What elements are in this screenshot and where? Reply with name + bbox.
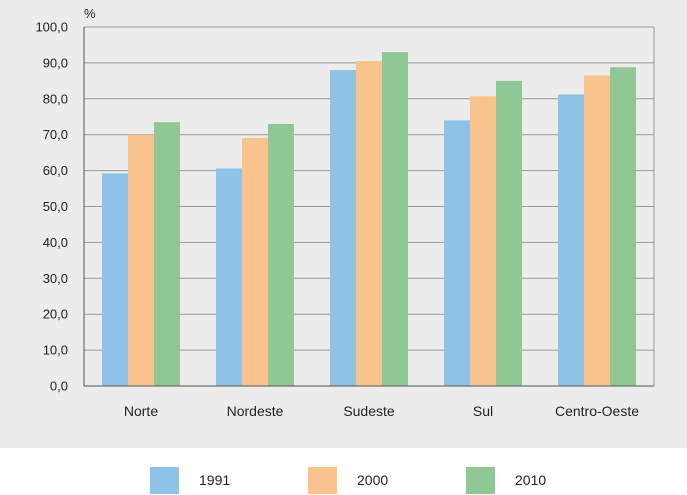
x-category-label: Sudeste — [343, 403, 395, 419]
legend-swatch — [308, 466, 337, 494]
bar-2000-centro-oeste — [584, 75, 610, 386]
bar-2010-norte — [154, 122, 180, 386]
chart-panel: 0,0 10,0 20,0 30,0 40,0 50,0 60,0 70,0 80,0 90,0 1… — [0, 0, 687, 448]
y-tick-label: 70,0 — [43, 127, 68, 142]
bar-2010-centro-oeste — [610, 67, 636, 386]
x-category-label: Norte — [124, 403, 158, 419]
y-tick-label: 60,0 — [43, 163, 68, 178]
legend-label: 1991 — [199, 472, 231, 488]
bar-1991-sul — [444, 120, 470, 386]
legend-item-1991: 1991 — [150, 465, 230, 495]
x-category-label: Sul — [473, 403, 493, 419]
legend-swatch — [466, 466, 495, 494]
bar-1991-nordeste — [216, 168, 242, 386]
legend-label: 2000 — [357, 472, 389, 488]
y-tick-label: 30,0 — [43, 271, 68, 286]
y-tick-label: 20,0 — [43, 307, 68, 322]
bar-1991-norte — [102, 173, 128, 386]
bar-2010-sul — [496, 80, 522, 386]
legend-item-2000: 2000 — [308, 465, 388, 495]
bar-2000-sul — [470, 96, 496, 387]
bar-2010-nordeste — [268, 123, 294, 387]
y-tick-label: 40,0 — [43, 235, 68, 250]
y-tick-label: 100,0 — [35, 20, 68, 35]
bar-2010-sudeste — [382, 52, 408, 386]
legend-swatch — [150, 466, 179, 494]
y-tick-label: 0,0 — [50, 379, 68, 394]
bar-2000-nordeste — [242, 137, 268, 386]
y-unit-label: % — [84, 6, 96, 21]
x-category-label: Centro-Oeste — [555, 403, 639, 419]
chart-legend: 1991 2000 2010 — [0, 448, 687, 494]
y-tick-label: 80,0 — [43, 91, 68, 106]
y-tick-label: 10,0 — [43, 343, 68, 358]
legend-item-2010: 2010 — [466, 465, 546, 495]
bar-1991-sudeste — [330, 70, 356, 386]
bar-chart: 0,0 10,0 20,0 30,0 40,0 50,0 60,0 70,0 80,0 90,0 1… — [35, 6, 655, 419]
y-tick-label: 50,0 — [43, 199, 68, 214]
y-tick-label: 90,0 — [43, 55, 68, 70]
bar-2000-sudeste — [356, 61, 382, 386]
legend-label: 2010 — [515, 472, 547, 488]
bar-1991-centro-oeste — [558, 94, 584, 386]
x-category-label: Nordeste — [227, 403, 284, 419]
bar-2000-norte — [128, 134, 154, 386]
